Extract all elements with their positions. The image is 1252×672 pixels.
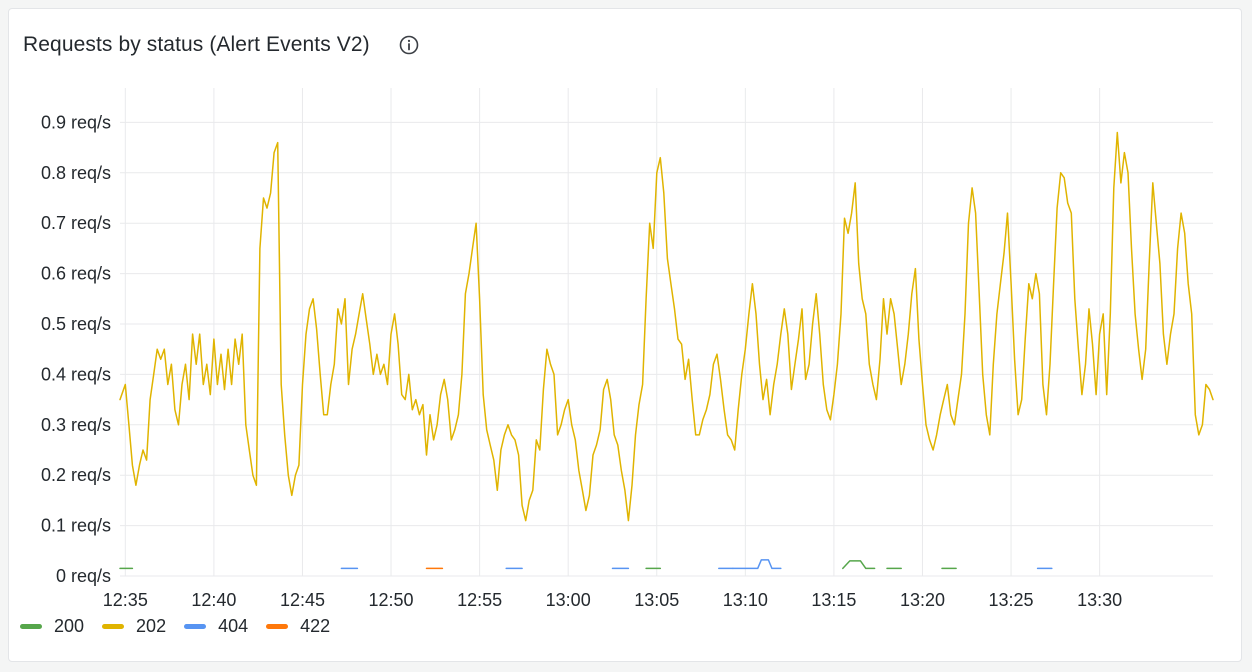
y-tick-label: 0.1 req/s xyxy=(41,516,111,536)
info-icon[interactable] xyxy=(398,34,420,56)
legend-label: 202 xyxy=(136,616,167,636)
legend-label: 422 xyxy=(300,616,331,636)
legend-item-422[interactable]: 422 xyxy=(266,616,330,637)
x-tick-label: 13:15 xyxy=(811,590,856,610)
series-202-line xyxy=(119,131,1214,522)
legend-label: 200 xyxy=(54,616,85,636)
x-tick-label: 13:10 xyxy=(723,590,768,610)
y-tick-label: 0.8 req/s xyxy=(41,163,111,183)
panel-header: Requests by status (Alert Events V2) xyxy=(23,29,420,61)
y-tick-label: 0 req/s xyxy=(56,566,111,586)
legend-item-404[interactable]: 404 xyxy=(184,616,248,637)
x-tick-label: 13:05 xyxy=(634,590,679,610)
y-tick-label: 0.7 req/s xyxy=(41,213,111,233)
x-tick-label: 13:30 xyxy=(1077,590,1122,610)
legend-swatch xyxy=(102,624,125,629)
y-tick-label: 0.4 req/s xyxy=(41,364,111,384)
y-tick-label: 0.6 req/s xyxy=(41,264,111,284)
x-tick-label: 13:25 xyxy=(989,590,1034,610)
legend-swatch xyxy=(20,624,42,629)
x-tick-label: 12:35 xyxy=(103,590,148,610)
x-tick-label: 13:20 xyxy=(900,590,945,610)
x-tick-label: 12:40 xyxy=(191,590,236,610)
y-tick-label: 0.2 req/s xyxy=(41,465,111,485)
y-tick-label: 0.9 req/s xyxy=(41,112,111,132)
legend-swatch xyxy=(184,624,207,629)
panel-title: Requests by status (Alert Events V2) xyxy=(23,33,370,56)
legend: 200 202 404 422 xyxy=(20,616,348,637)
series-404-line xyxy=(732,559,782,570)
y-tick-label: 0.3 req/s xyxy=(41,415,111,435)
x-tick-label: 12:45 xyxy=(280,590,325,610)
legend-label: 404 xyxy=(218,616,249,636)
y-tick-label: 0.5 req/s xyxy=(41,314,111,334)
x-tick-label: 13:00 xyxy=(546,590,591,610)
series-200-line xyxy=(842,560,876,570)
x-tick-label: 12:55 xyxy=(457,590,502,610)
legend-swatch xyxy=(266,624,289,629)
x-tick-label: 12:50 xyxy=(369,590,414,610)
legend-item-202[interactable]: 202 xyxy=(102,616,166,637)
legend-item-200[interactable]: 200 xyxy=(20,616,84,637)
